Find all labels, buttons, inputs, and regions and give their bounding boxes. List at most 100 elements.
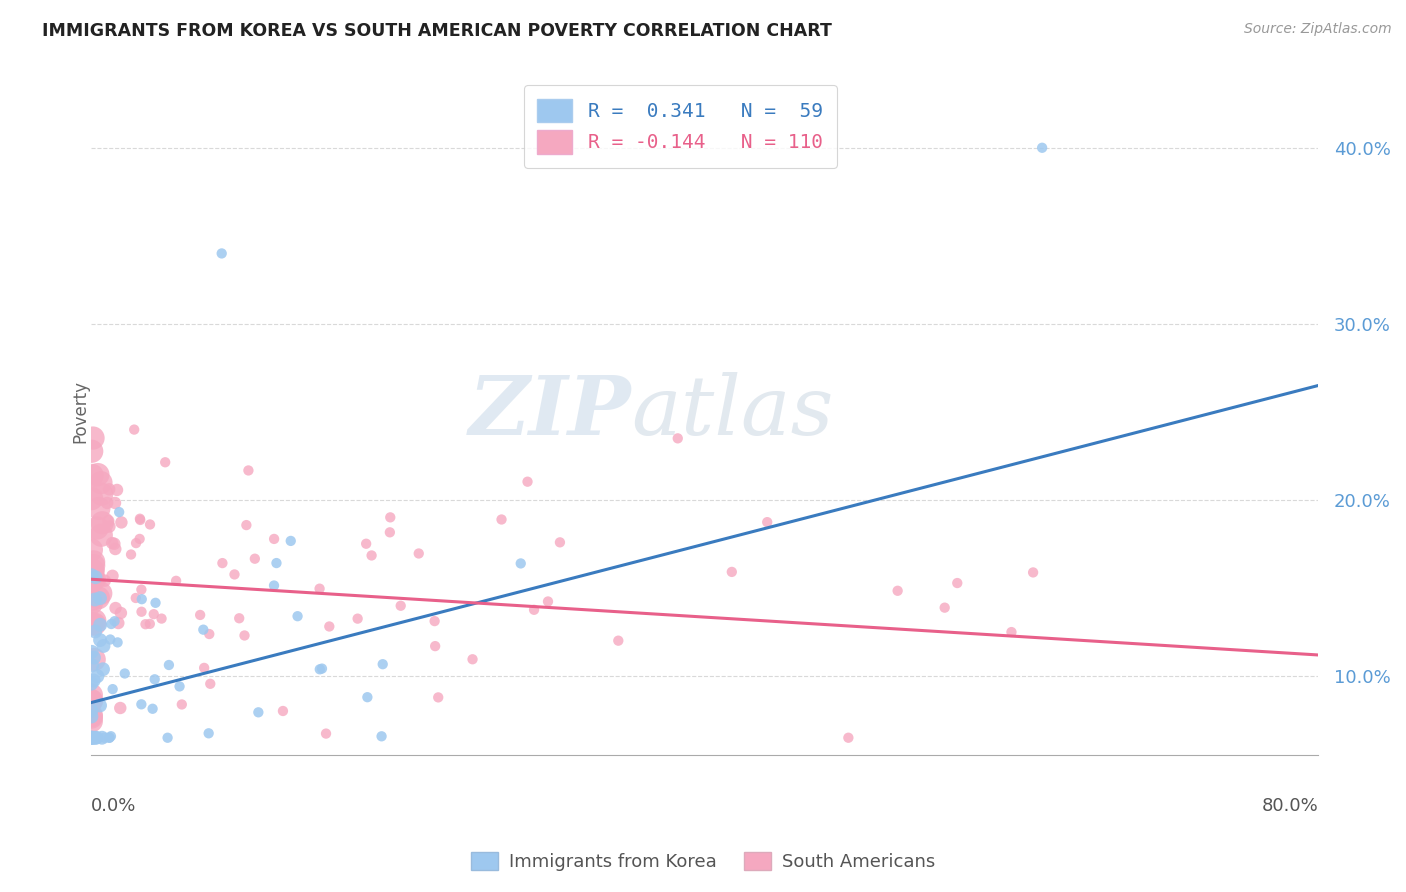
Point [271, 704, 294, 718]
Point [80, 568, 103, 582]
Point [280, 533, 302, 548]
Point [80, 592, 103, 607]
Point [461, 652, 484, 666]
Point [91, 516, 114, 530]
Point [1031, 141, 1053, 155]
Text: atlas: atlas [631, 372, 834, 452]
Point [82, 568, 104, 582]
Point [80, 688, 103, 702]
Point [82, 658, 104, 673]
Point [80, 542, 103, 557]
Point [197, 726, 219, 740]
Point [80, 694, 103, 708]
Point [105, 483, 128, 497]
Point [80, 714, 103, 728]
Point [100, 729, 122, 743]
Text: ZIP: ZIP [468, 372, 631, 452]
Point [170, 698, 193, 712]
Point [114, 666, 136, 681]
Point [346, 612, 368, 626]
Point [100, 617, 122, 632]
Point [83, 617, 105, 632]
Point [107, 615, 129, 630]
Point [934, 600, 956, 615]
Point [607, 633, 630, 648]
Point [91, 662, 114, 676]
Point [143, 673, 166, 687]
Point [1000, 625, 1022, 640]
Point [107, 635, 129, 649]
Point [169, 680, 191, 694]
Point [837, 731, 859, 745]
Point [720, 565, 742, 579]
Point [193, 661, 215, 675]
Point [408, 546, 430, 560]
Point [139, 517, 162, 532]
Point [84, 624, 107, 639]
Point [83, 652, 105, 666]
Point [886, 583, 908, 598]
Point [356, 690, 378, 705]
Point [263, 578, 285, 592]
Point [80, 710, 103, 724]
Point [87, 501, 110, 516]
Point [425, 639, 447, 653]
Point [80, 491, 103, 506]
Point [131, 605, 153, 619]
Point [103, 614, 125, 628]
Point [131, 582, 153, 597]
Point [131, 698, 153, 712]
Point [247, 706, 270, 720]
Point [80, 693, 103, 707]
Point [83, 673, 105, 688]
Point [156, 731, 179, 745]
Point [153, 455, 176, 469]
Point [128, 512, 150, 526]
Point [80, 704, 103, 718]
Point [91, 731, 114, 745]
Point [96, 496, 118, 510]
Point [266, 556, 288, 570]
Point [238, 463, 260, 477]
Point [134, 617, 156, 632]
Point [243, 551, 266, 566]
Point [200, 677, 222, 691]
Point [83, 555, 105, 569]
Point [509, 557, 531, 571]
Point [104, 601, 127, 615]
Point [157, 658, 180, 673]
Point [150, 611, 173, 625]
Point [86, 521, 108, 535]
Legend: Immigrants from Korea, South Americans: Immigrants from Korea, South Americans [464, 845, 942, 879]
Point [193, 623, 215, 637]
Point [104, 541, 127, 556]
Point [80, 645, 103, 659]
Legend: R =  0.341   N =  59, R = -0.144   N = 110: R = 0.341 N = 59, R = -0.144 N = 110 [524, 85, 837, 168]
Point [110, 606, 132, 620]
Point [80, 572, 103, 586]
Point [537, 594, 560, 608]
Point [98, 519, 121, 533]
Point [101, 536, 124, 550]
Point [83, 572, 105, 586]
Point [89, 617, 111, 632]
Point [354, 537, 377, 551]
Y-axis label: Poverty: Poverty [72, 380, 89, 443]
Point [82, 563, 104, 577]
Point [97, 514, 120, 528]
Point [371, 657, 394, 672]
Point [946, 576, 969, 591]
Point [128, 532, 150, 546]
Point [311, 662, 333, 676]
Point [80, 596, 103, 610]
Point [90, 528, 112, 542]
Point [125, 536, 148, 550]
Point [1022, 566, 1045, 580]
Point [82, 468, 104, 483]
Point [378, 525, 401, 540]
Point [235, 518, 257, 533]
Point [308, 662, 330, 676]
Text: 80.0%: 80.0% [1261, 797, 1319, 814]
Point [84, 731, 107, 745]
Point [89, 591, 111, 606]
